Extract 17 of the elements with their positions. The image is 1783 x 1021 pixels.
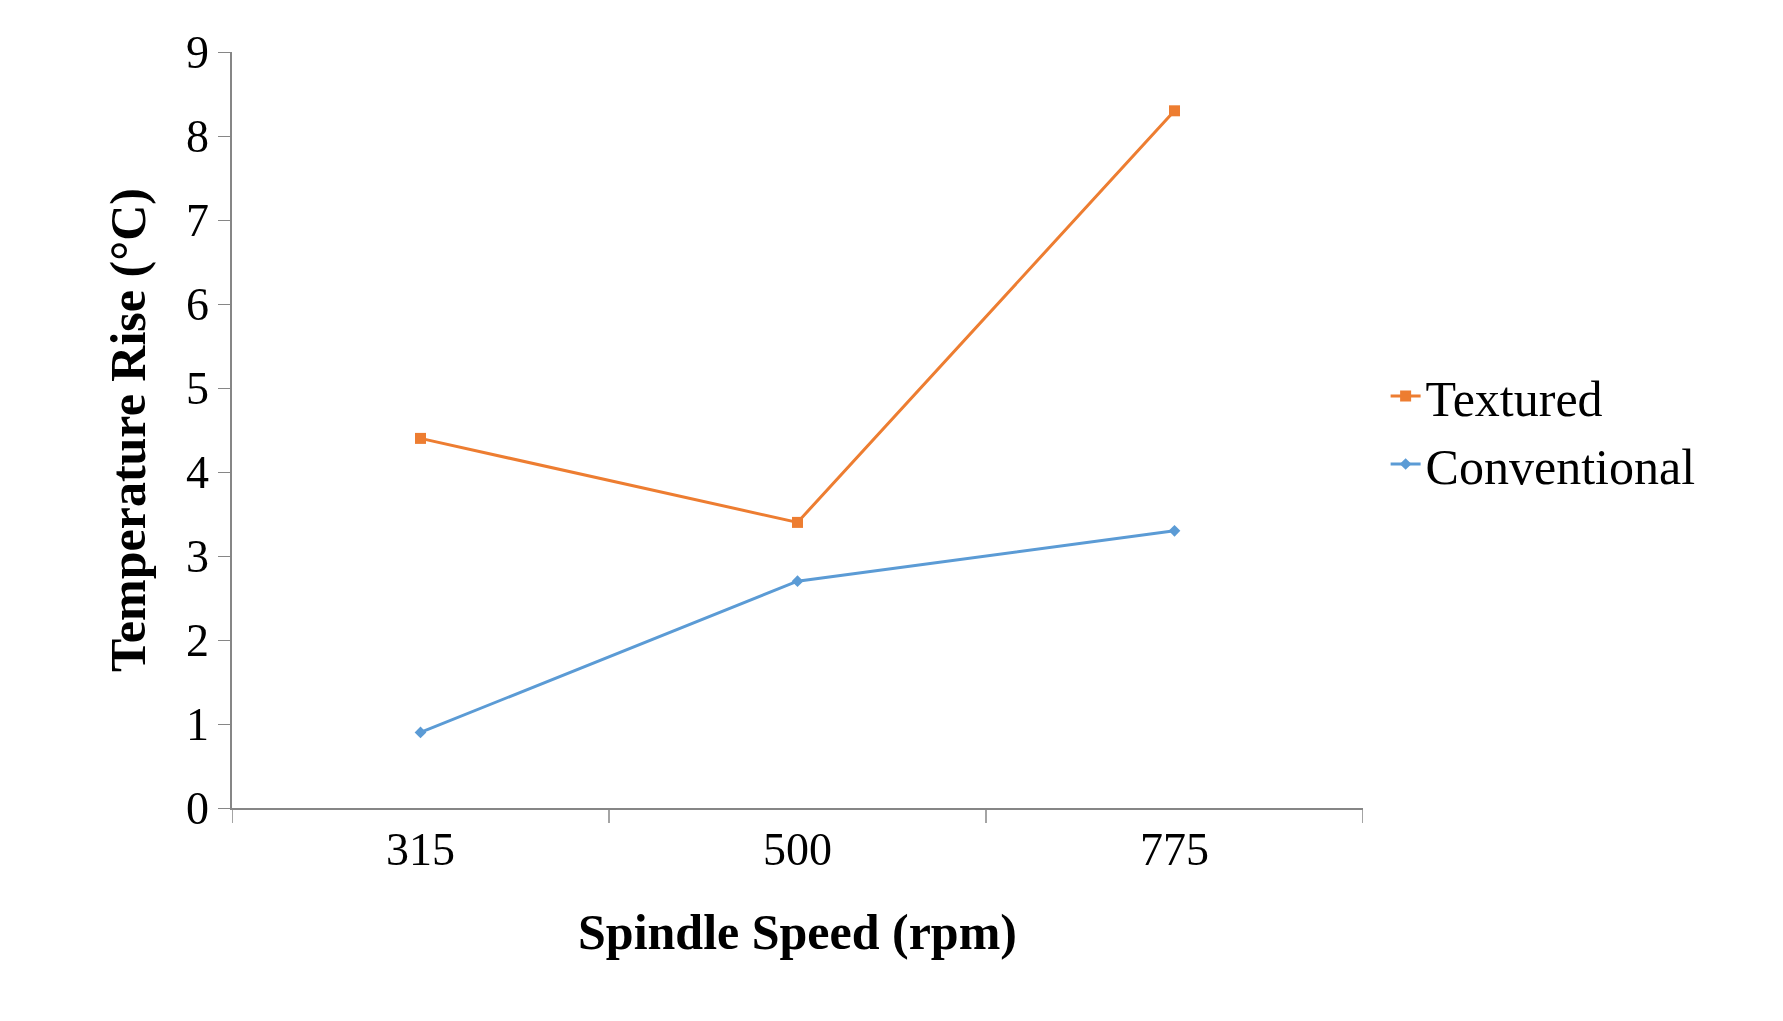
x-tick-label: 500 [763, 823, 832, 875]
y-tick-label: 9 [186, 27, 210, 79]
y-tick-label: 1 [186, 699, 210, 751]
x-tick-label: 775 [1140, 823, 1209, 875]
y-tick-label: 8 [186, 111, 210, 163]
y-tick-label: 0 [186, 783, 210, 835]
legend-label: Conventional [1425, 438, 1696, 495]
y-tick-label: 6 [186, 279, 210, 331]
y-axis-title: Temperature Rise (°C) [99, 188, 156, 672]
y-tick-label: 7 [186, 195, 210, 247]
x-tick-label: 315 [386, 823, 455, 875]
legend-label: Textured [1425, 370, 1603, 427]
y-tick-label: 5 [186, 363, 210, 415]
y-tick-label: 4 [186, 447, 210, 499]
y-tick-label: 3 [186, 531, 210, 583]
y-tick-label: 2 [186, 615, 210, 667]
x-axis-title: Spindle Speed (rpm) [578, 903, 1017, 960]
